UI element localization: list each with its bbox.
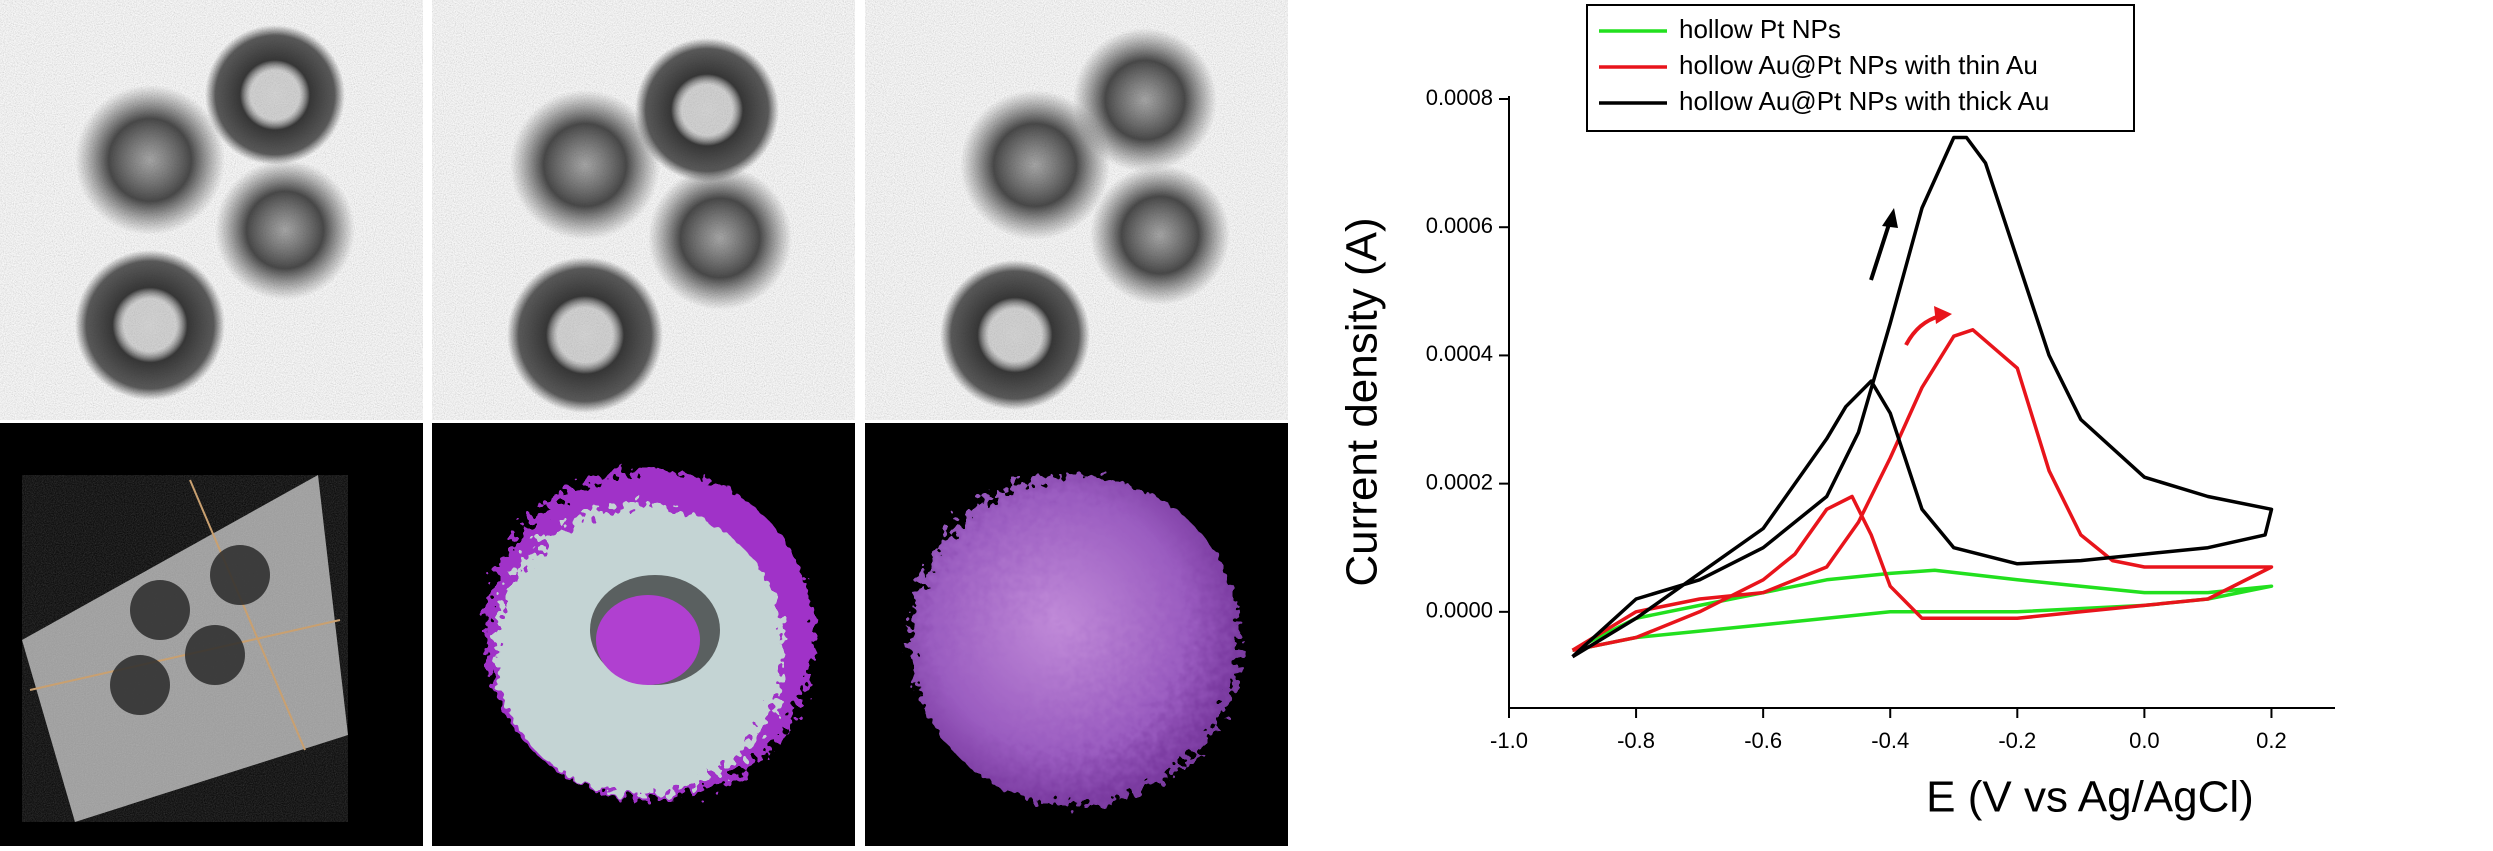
slice-plane <box>22 475 348 822</box>
y-tick-label: 0.0002 <box>1426 469 1493 494</box>
y-tick-label: 0.0000 <box>1426 598 1493 623</box>
particles-3 <box>940 28 1230 410</box>
x-tick-label: -0.2 <box>1998 728 2036 753</box>
series-line <box>1571 328 2274 653</box>
shell-cutaway <box>485 470 815 800</box>
tomogram-panels <box>0 0 1288 420</box>
x-tick-label: 0.0 <box>2129 728 2160 753</box>
y-tick-label: 0.0008 <box>1426 85 1493 110</box>
legend-box <box>1586 4 2135 132</box>
scan-arrows <box>1869 208 1952 346</box>
chart: E (V vs Ag/AgCl) Current density (A) 0.0… <box>1338 4 2335 822</box>
particles-1 <box>75 25 355 400</box>
y-axis-title: Current density (A) <box>1338 217 1387 586</box>
x-tick-label: -0.8 <box>1617 728 1655 753</box>
x-tick-label: -0.6 <box>1744 728 1782 753</box>
x-axis-title: E (V vs Ag/AgCl) <box>1926 773 2254 822</box>
y-tick-label: 0.0006 <box>1426 213 1493 238</box>
x-tick-label: -0.4 <box>1871 728 1909 753</box>
y-tick-label: 0.0004 <box>1426 341 1493 366</box>
legend-label: hollow Au@Pt NPs with thin Au <box>1679 50 2038 80</box>
particles-2 <box>507 38 792 413</box>
series-line <box>1571 135 2274 659</box>
shell-render <box>910 475 1240 805</box>
legend-label: hollow Au@Pt NPs with thick Au <box>1679 86 2049 116</box>
render-panels <box>0 423 1288 846</box>
series-line <box>1571 568 2274 653</box>
legend-label: hollow Pt NPs <box>1679 14 1841 44</box>
x-tick-label: 0.2 <box>2256 728 2287 753</box>
x-tick-label: -1.0 <box>1490 728 1528 753</box>
